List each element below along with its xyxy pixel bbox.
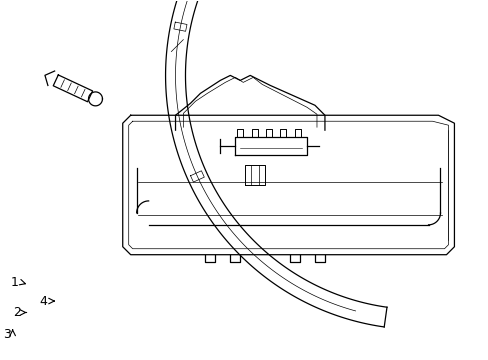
Text: 3: 3 — [3, 328, 11, 341]
Text: 1: 1 — [10, 276, 18, 289]
Text: 4: 4 — [40, 294, 47, 307]
Text: 2: 2 — [13, 306, 20, 319]
